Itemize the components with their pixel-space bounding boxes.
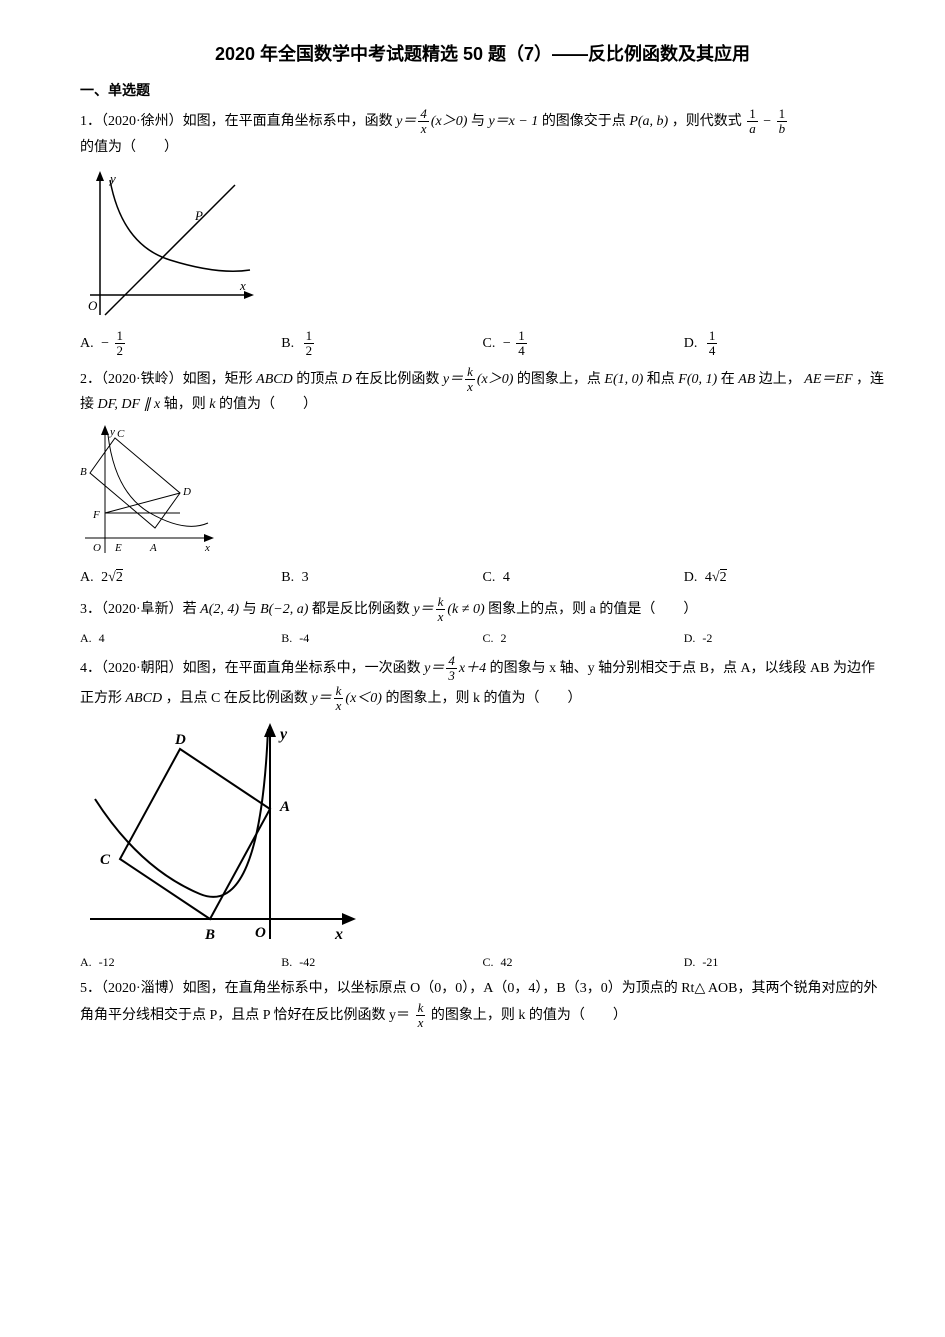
q2-aeef: AE＝EF (804, 372, 852, 387)
q2-abcd: ABCD (256, 372, 293, 387)
q1-choices: A. − 12 B. 12 C. − 14 D. 14 (80, 329, 885, 359)
q4-f1: y＝43x＋4 (424, 661, 486, 676)
question-1: 1．（2020·徐州）如图，在平面直角坐标系中，函数 y＝4x(x＞0) 与 y… (80, 107, 885, 159)
q3-choice-c: C. 2 (483, 629, 684, 648)
svg-text:x: x (204, 542, 210, 554)
q4-choice-a: A. -12 (80, 953, 281, 972)
svg-text:B: B (80, 466, 87, 478)
q4-choice-d: D. -21 (684, 953, 885, 972)
svg-text:y: y (109, 426, 115, 438)
q4-text: ，且点 C 在反比例函数 (166, 691, 312, 706)
svg-text:C: C (100, 852, 111, 868)
q4-text: 的图象上，则 k 的值为（ ） (385, 691, 581, 706)
q2-k: k (209, 397, 215, 412)
svg-text:D: D (182, 486, 191, 498)
q1-choice-c: C. − 14 (483, 329, 684, 359)
q3-choice-b: B. -4 (281, 629, 482, 648)
question-3: 3．（2020·阜新）若 A(2, 4) 与 B(−2, a) 都是反比例函数 … (80, 595, 885, 625)
q3-choice-a: A. 4 (80, 629, 281, 648)
q1-text: 的值为（ ） (80, 140, 178, 155)
svg-text:A: A (149, 542, 157, 554)
q1-expr: 1a − 1b (745, 114, 789, 129)
question-4: 4．（2020·朝阳）如图，在平面直角坐标系中，一次函数 y＝43x＋4 的图象… (80, 654, 885, 713)
svg-text:O: O (255, 925, 266, 941)
question-5: 5．（2020·淄博）如图，在直角坐标系中，以坐标原点 O（0，0），A（0，4… (80, 978, 885, 1030)
question-2: 2．（2020·铁岭）如图，矩形 ABCD 的顶点 D 在反比例函数 y＝kx(… (80, 365, 885, 417)
svg-text:D: D (174, 732, 186, 748)
q4-choice-b: B. -42 (281, 953, 482, 972)
q5-frac: kx (416, 1001, 426, 1031)
q1-func2: y＝x − 1 (488, 114, 538, 129)
q2-choice-d: D. 4√2 (684, 567, 885, 589)
q2-text: 2．（2020·铁岭）如图，矩形 (80, 372, 256, 387)
q3-b: B(−2, a) (260, 602, 308, 617)
q5-text: 的图象上，则 k 的值为（ ） (431, 1008, 627, 1023)
q2-text: 和点 (647, 372, 679, 387)
section-heading: 一、单选题 (80, 79, 885, 101)
q4-f2: y＝kx(x＜0) (311, 691, 382, 706)
q2-choice-a: A. 2√2 (80, 567, 281, 589)
q3-choice-d: D. -2 (684, 629, 885, 648)
q3-text: 3．（2020·阜新）若 (80, 602, 200, 617)
q3-a: A(2, 4) (200, 602, 239, 617)
q3-text: 都是反比例函数 (312, 602, 414, 617)
q2-e: E(1, 0) (604, 372, 643, 387)
page-title: 2020 年全国数学中考试题精选 50 题（7）——反比例函数及其应用 (80, 40, 885, 69)
q3-text: 图象上的点，则 a 的值是（ ） (488, 602, 697, 617)
svg-text:x: x (239, 278, 246, 293)
q4-text: 4．（2020·朝阳）如图，在平面直角坐标系中，一次函数 (80, 661, 424, 676)
svg-text:y: y (278, 726, 288, 743)
q2-func: y＝kx(x＞0) (443, 372, 514, 387)
svg-text:P: P (194, 208, 203, 223)
q2-choices: A. 2√2 B. 3 C. 4 D. 4√2 (80, 567, 885, 589)
svg-text:x: x (334, 926, 343, 943)
svg-text:E: E (114, 542, 122, 554)
q1-text: 1．（2020·徐州）如图，在平面直角坐标系中，函数 (80, 114, 396, 129)
q1-func1: y＝4x(x＞0) (396, 114, 467, 129)
q4-choice-c: C. 42 (483, 953, 684, 972)
q2-text: 的值为（ ） (219, 397, 317, 412)
q1-point: P(a, b) (629, 114, 668, 129)
svg-text:y: y (108, 171, 116, 186)
q2-diagram: y x O B C D F E A (80, 423, 220, 563)
q1-diagram: y x O P (80, 165, 260, 325)
q2-dfdf: DF, DF ∥ x (98, 397, 161, 412)
svg-text:O: O (93, 542, 101, 554)
q2-d: D (342, 372, 352, 387)
q2-choice-b: B. 3 (281, 567, 482, 589)
q3-func: y＝kx(k ≠ 0) (413, 602, 484, 617)
q1-choice-b: B. 12 (281, 329, 482, 359)
q2-f: F(0, 1) (678, 372, 717, 387)
q1-choice-a: A. − 12 (80, 329, 281, 359)
svg-text:A: A (279, 799, 290, 815)
q2-text: 的顶点 (296, 372, 342, 387)
q3-choices: A. 4 B. -4 C. 2 D. -2 (80, 629, 885, 648)
q1-text: 与 (471, 114, 489, 129)
svg-text:O: O (88, 298, 98, 313)
q4-abcd: ABCD (126, 691, 163, 706)
q2-text: 在 (721, 372, 739, 387)
q3-text: 与 (243, 602, 261, 617)
q2-text: 轴，则 (164, 397, 210, 412)
q1-text: ，则代数式 (672, 114, 746, 129)
svg-text:B: B (204, 927, 215, 943)
q2-text: 边上， (759, 372, 801, 387)
svg-text:C: C (117, 428, 125, 440)
q2-ab: AB (738, 372, 755, 387)
q2-text: 在反比例函数 (355, 372, 443, 387)
q1-text: 的图像交于点 (542, 114, 630, 129)
q4-diagram: y x O A B C D (80, 719, 360, 949)
q2-text: 的图象上，点 (517, 372, 605, 387)
q4-choices: A. -12 B. -42 C. 42 D. -21 (80, 953, 885, 972)
svg-text:F: F (92, 509, 100, 521)
q1-choice-d: D. 14 (684, 329, 885, 359)
q2-choice-c: C. 4 (483, 567, 684, 589)
